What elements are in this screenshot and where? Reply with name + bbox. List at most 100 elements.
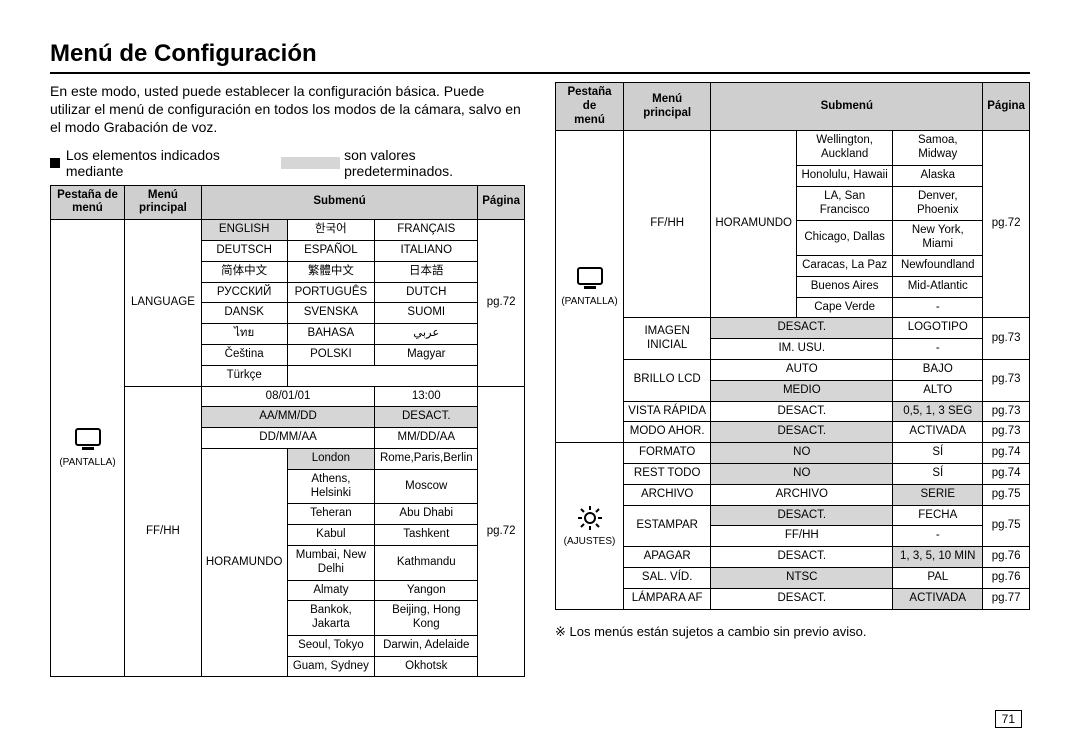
main-apagar: APAGAR	[624, 547, 711, 568]
main-estampar: ESTAMPAR	[624, 505, 711, 547]
rhm-5-1: Mid-Atlantic	[893, 276, 983, 297]
br-0-1: BAJO	[893, 359, 983, 380]
img-0-0: DESACT.	[711, 318, 893, 339]
right-table: Pestaña de menú Menú principal Submenú P…	[555, 82, 1030, 610]
th-main-r: Menú principal	[624, 83, 711, 131]
hm-8-1: Okhotsk	[375, 656, 478, 677]
ar-1: SERIE	[893, 484, 983, 505]
page-title: Menú de Configuración	[50, 40, 1030, 68]
rhm-4-0: Caracas, La Paz	[796, 255, 892, 276]
hm-2-1: Abu Dhabi	[375, 504, 478, 525]
ar-0: ARCHIVO	[711, 484, 893, 505]
main-sal: SAL. VÍD.	[624, 567, 711, 588]
lang-1-2: ITALIANO	[375, 240, 478, 261]
hm-1-1: Moscow	[375, 469, 478, 504]
main-ffhh: FF/HH	[125, 386, 202, 677]
hm-3-0: Kabul	[287, 525, 375, 546]
title-rule	[50, 72, 1030, 74]
vi-1: 0,5, 1, 3 SEG	[893, 401, 983, 422]
lang-3-2: DUTCH	[375, 282, 478, 303]
dt-2-1: MM/DD/AA	[375, 428, 478, 449]
sa-1: PAL	[893, 567, 983, 588]
left-column: En este modo, usted puede establecer la …	[50, 82, 525, 726]
hm-6-1: Beijing, Hong Kong	[375, 601, 478, 636]
tab-ajustes-label: (AJUSTES)	[560, 536, 619, 548]
main-hm-r: HORAMUNDO	[711, 131, 797, 318]
footnote: ※ Los menús están sujetos a cambio sin p…	[555, 624, 1030, 640]
mo-page: pg.73	[983, 422, 1030, 443]
ap-page: pg.76	[983, 547, 1030, 568]
rhm-4-1: Newfoundland	[893, 255, 983, 276]
gear-icon	[576, 504, 604, 532]
tab-pantalla-label: (PANTALLA)	[55, 457, 120, 469]
main-archivo: ARCHIVO	[624, 484, 711, 505]
mo-0: DESACT.	[711, 422, 893, 443]
hm-1-0: Athens, Helsinki	[287, 469, 375, 504]
dt-0-1: 13:00	[375, 386, 478, 407]
lang-6-1: POLSKI	[287, 344, 375, 365]
main-language: LANGUAGE	[125, 220, 202, 386]
es-1-1: -	[893, 526, 983, 547]
img-1-0: IM. USU.	[711, 339, 893, 360]
la-page: pg.77	[983, 588, 1030, 609]
hm-0-1: Rome,Paris,Berlin	[375, 448, 478, 469]
lang-5-1: BAHASA	[287, 324, 375, 345]
mo-1: ACTIVADA	[893, 422, 983, 443]
lang-5-0: ไทย	[201, 324, 287, 345]
bullet-square	[50, 158, 60, 168]
rhm-1-0: Honolulu, Hawaii	[796, 165, 892, 186]
hm-4-1: Kathmandu	[375, 545, 478, 580]
lang-0-0: ENGLISH	[201, 220, 287, 241]
img-0-1: LOGOTIPO	[893, 318, 983, 339]
la-0: DESACT.	[711, 588, 893, 609]
br-1-1: ALTO	[893, 380, 983, 401]
hm-7-1: Darwin, Adelaide	[375, 635, 478, 656]
rhm-3-0: Chicago, Dallas	[796, 221, 892, 256]
main-modo: MODO AHOR.	[624, 422, 711, 443]
main-ffhh-r: FF/HH	[624, 131, 711, 318]
main-horamundo: HORAMUNDO	[201, 448, 287, 677]
lang-6-0: Čeština	[201, 344, 287, 365]
vi-page: pg.73	[983, 401, 1030, 422]
lang-2-2: 日本語	[375, 261, 478, 282]
rhm-2-1: Denver, Phoenix	[893, 186, 983, 221]
sa-0: NTSC	[711, 567, 893, 588]
lang-0-2: FRANÇAIS	[375, 220, 478, 241]
defaults-note-post: son valores predeterminados.	[344, 147, 525, 179]
defaults-note: Los elementos indicados mediante son val…	[50, 147, 525, 179]
rhm-6-1: -	[893, 297, 983, 318]
ap-0: DESACT.	[711, 547, 893, 568]
tab-pantalla: (PANTALLA)	[51, 220, 125, 677]
lang-3-1: PORTUGUÊS	[287, 282, 375, 303]
lang-5-2: عربي	[375, 324, 478, 345]
tab-ajustes: (AJUSTES)	[556, 443, 624, 609]
sa-page: pg.76	[983, 567, 1030, 588]
defaults-note-pre: Los elementos indicados mediante	[66, 147, 277, 179]
es-0-1: FECHA	[893, 505, 983, 526]
hm-6-0: Bankok, Jakarta	[287, 601, 375, 636]
re-1: SÍ	[893, 463, 983, 484]
rhm-3-1: New York, Miami	[893, 221, 983, 256]
main-lampara: LÁMPARA AF	[624, 588, 711, 609]
rhm-5-0: Buenos Aires	[796, 276, 892, 297]
es-0-0: DESACT.	[711, 505, 893, 526]
br-page: pg.73	[983, 359, 1030, 401]
lang-6-2: Magyar	[375, 344, 478, 365]
br-1-0: MEDIO	[711, 380, 893, 401]
tab-pantalla-label-r: (PANTALLA)	[560, 296, 619, 308]
th-tab: Pestaña de menú	[51, 185, 125, 220]
lang-3-0: РУССКИЙ	[201, 282, 287, 303]
hm-5-0: Almaty	[287, 580, 375, 601]
main-imagen: IMAGEN INICIAL	[624, 318, 711, 360]
ffhh-page: pg.72	[478, 386, 525, 677]
main-vista: VISTA RÁPIDA	[624, 401, 711, 422]
left-table: Pestaña de menú Menú principal Submenú P…	[50, 185, 525, 678]
lang-2-1: 繁體中文	[287, 261, 375, 282]
re-page: pg.74	[983, 463, 1030, 484]
lang-1-1: ESPAÑOL	[287, 240, 375, 261]
la-1: ACTIVADA	[893, 588, 983, 609]
es-1-0: FF/HH	[711, 526, 893, 547]
rffhh-page: pg.72	[983, 131, 1030, 318]
main-brillo: BRILLO LCD	[624, 359, 711, 401]
br-0-0: AUTO	[711, 359, 893, 380]
